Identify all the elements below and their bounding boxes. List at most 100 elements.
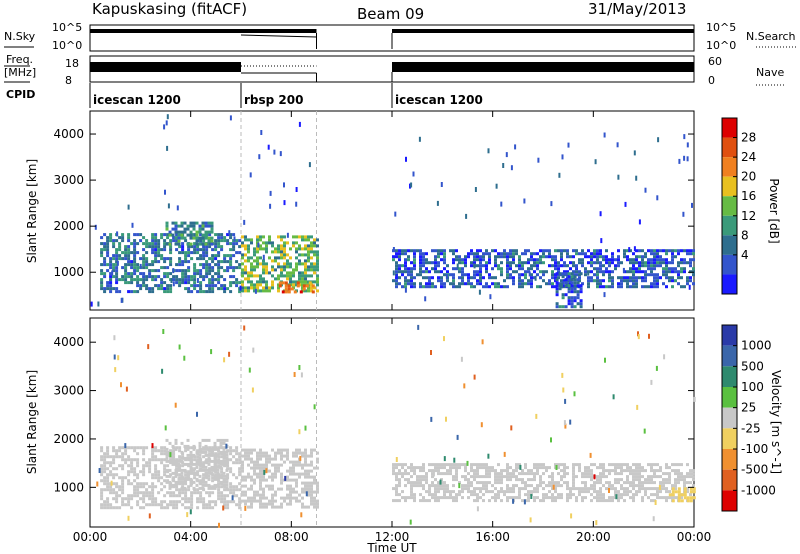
data-cell: [293, 290, 297, 294]
data-cell: [295, 463, 298, 467]
data-cell: [542, 261, 545, 265]
data-cell: [286, 274, 289, 278]
data-cell: [485, 264, 488, 268]
data-cell: [160, 278, 164, 282]
cpid-segment-label: icescan 1200: [93, 93, 181, 107]
data-cell: [518, 490, 521, 494]
data-cell: [416, 478, 419, 482]
data-cell: [192, 480, 196, 484]
data-cell: [154, 233, 158, 237]
data-cell: [677, 487, 681, 491]
data-cell: [133, 269, 137, 273]
data-cell: [208, 257, 212, 261]
data-cell: [632, 472, 635, 476]
data-cell: [635, 472, 638, 476]
data-cell: [274, 493, 277, 497]
data-cell: [587, 466, 590, 470]
data-cell: [133, 473, 137, 477]
data-cell: [127, 248, 131, 252]
data-cell: [395, 285, 398, 289]
data-cell: [151, 287, 155, 291]
data-cell: [413, 249, 416, 253]
data-cell: [512, 472, 515, 476]
data-cell: [225, 468, 229, 472]
data-cell: [557, 484, 560, 488]
data-cell: [404, 258, 407, 262]
data-cell: [198, 456, 202, 460]
data-cell: [103, 476, 107, 480]
data-cell: [183, 462, 187, 466]
data-cell: [163, 452, 167, 456]
data-cell: [497, 493, 500, 497]
data-cell: [178, 260, 182, 264]
data-cell: [470, 264, 473, 268]
data-cell: [569, 267, 572, 271]
data-cell: [506, 478, 509, 482]
data-cell: [154, 245, 158, 249]
data-cell: [112, 275, 116, 279]
data-cell: [265, 478, 268, 482]
data-cell: [563, 466, 566, 470]
data-cell: [259, 487, 262, 491]
data-cell: [202, 275, 206, 279]
data-cell: [599, 478, 602, 482]
data-cell: [422, 463, 425, 467]
scatter-cell: [473, 263, 476, 269]
data-cell: [168, 483, 172, 487]
data-cell: [283, 247, 286, 251]
data-cell: [680, 285, 683, 289]
data-cell: [629, 481, 632, 485]
data-cell: [614, 267, 617, 271]
data-cell: [301, 271, 304, 275]
data-cell: [554, 261, 557, 265]
data-cell: [593, 490, 596, 494]
scatter-cell: [244, 505, 247, 511]
data-cell: [566, 499, 569, 503]
data-cell: [310, 469, 313, 473]
data-cell: [683, 487, 687, 491]
data-cell: [178, 458, 182, 462]
data-cell: [542, 496, 545, 500]
data-cell: [160, 287, 164, 291]
data-cell: [256, 283, 259, 287]
data-cell: [148, 272, 152, 276]
data-cell: [127, 245, 131, 249]
data-cell: [229, 284, 233, 288]
data-cell: [192, 486, 196, 490]
data-cell: [650, 252, 653, 256]
data-cell: [578, 273, 581, 277]
data-cell: [202, 497, 206, 501]
data-cell: [398, 267, 401, 271]
data-cell: [241, 286, 244, 290]
data-cell: [304, 238, 307, 242]
scatter-cell: [260, 130, 263, 135]
data-cell: [665, 466, 668, 470]
data-cell: [157, 476, 161, 480]
data-cell: [130, 281, 134, 285]
data-cell: [244, 454, 247, 458]
data-cell: [127, 233, 131, 237]
data-cell: [136, 473, 140, 477]
data-cell: [133, 251, 137, 255]
data-cell: [145, 239, 149, 243]
data-cell: [202, 461, 206, 465]
data-cell: [650, 481, 653, 485]
data-cell: [211, 284, 215, 288]
data-cell: [689, 258, 692, 262]
data-cell: [554, 276, 557, 280]
data-cell: [581, 472, 584, 476]
data-cell: [169, 284, 173, 288]
data-cell: [404, 249, 407, 253]
data-cell: [151, 242, 155, 246]
data-cell: [109, 236, 113, 240]
data-cell: [632, 285, 635, 289]
data-cell: [295, 265, 298, 269]
data-cell: [241, 490, 244, 494]
data-cell: [467, 478, 470, 482]
data-cell: [189, 471, 193, 475]
data-cell: [187, 290, 191, 294]
data-cell: [160, 500, 164, 504]
data-cell: [428, 276, 431, 280]
data-cell: [449, 463, 452, 467]
data-cell: [512, 469, 515, 473]
